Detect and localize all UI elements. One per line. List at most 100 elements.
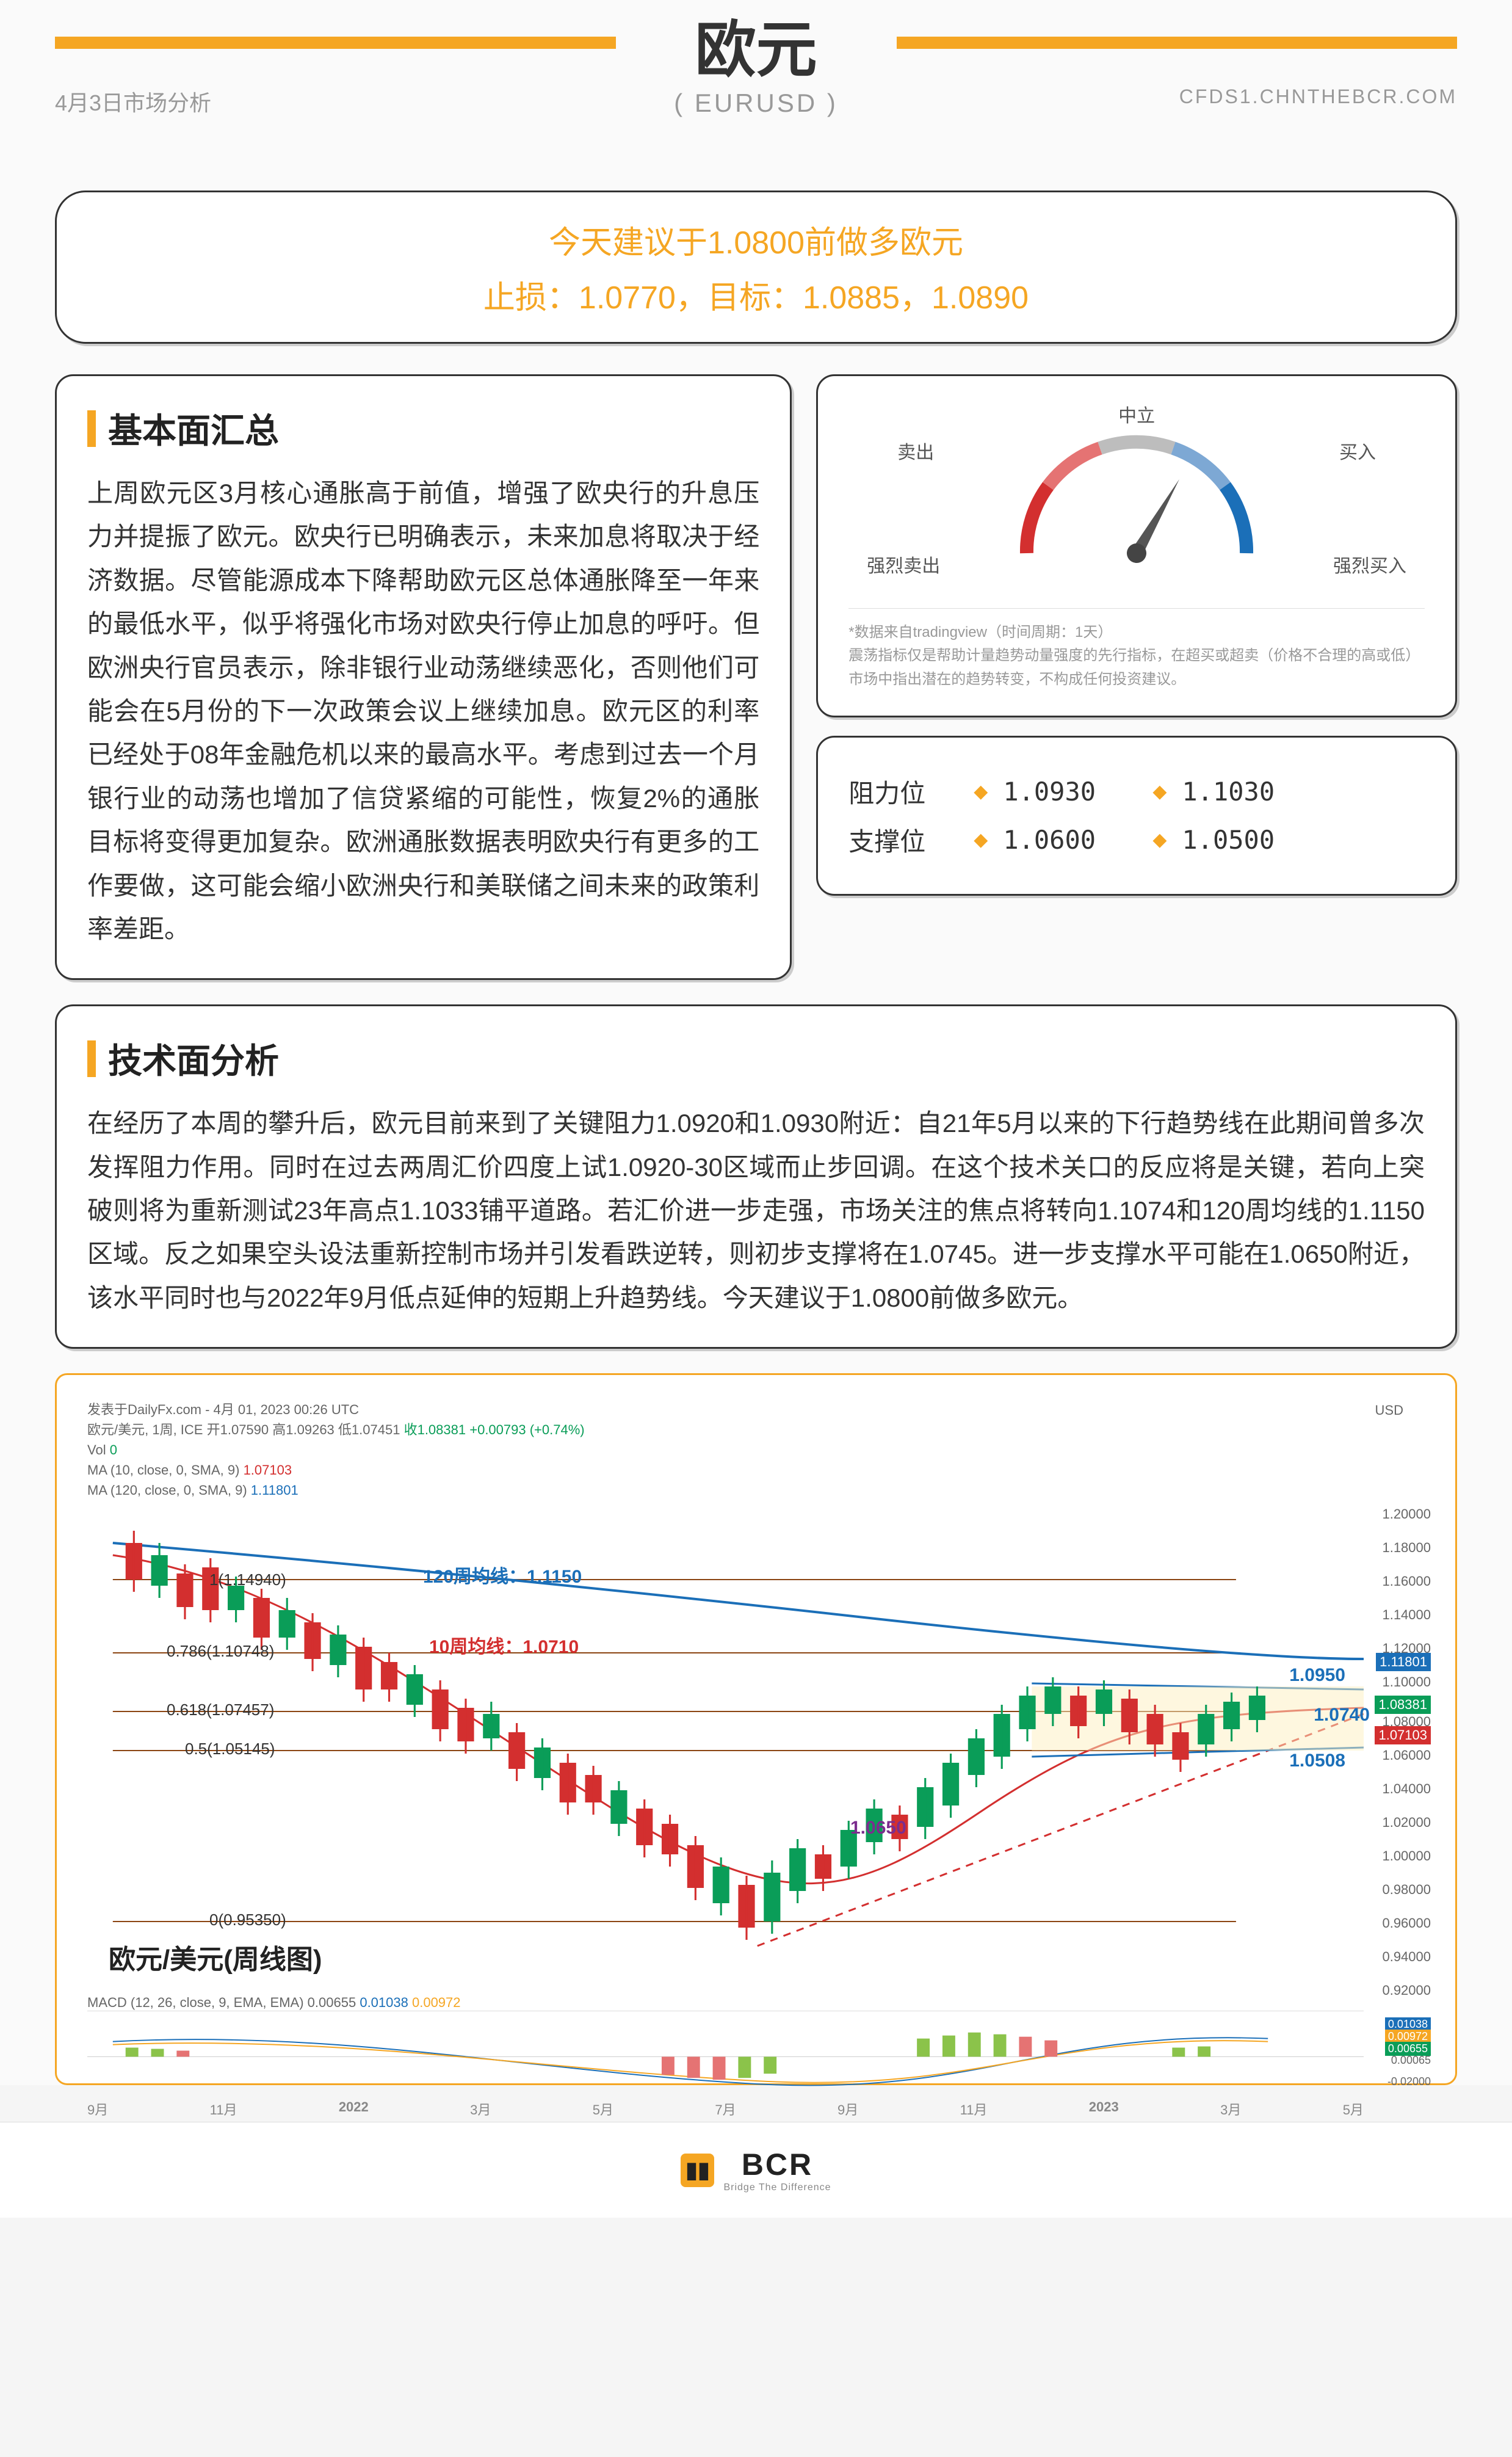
ytick-green: 1.08381 [1375, 1696, 1431, 1714]
pair-low: 低1.07451 [338, 1422, 400, 1437]
ma120-annotation: 120周均线：1.1150 [423, 1561, 582, 1588]
pair-label: 欧元/美元, 1周, ICE [87, 1422, 203, 1437]
reco-line1: 今天建议于1.0800前做多欧元 [75, 217, 1437, 263]
ma120-val: 1.11801 [251, 1483, 298, 1498]
technical-header: 技术面分析 [87, 1034, 1425, 1083]
chart-title-overlay: 欧元/美元(周线图) [109, 1937, 322, 1976]
xtick: 3月 [1220, 2099, 1241, 2119]
gauge-svg [984, 413, 1289, 584]
chart-area: 1(1.14940) 0.786(1.10748) 0.618(1.07457)… [87, 1506, 1364, 1995]
section-bar-icon [87, 1040, 96, 1077]
ytick: 0.96000 [1382, 1915, 1431, 1931]
chart-inner: 发表于DailyFx.com - 4月 01, 2023 00:26 UTC 欧… [75, 1393, 1437, 2065]
ytick: 1.16000 [1382, 1573, 1431, 1589]
levels-card: 阻力位 ◆ 1.0930 ◆ 1.1030 支撑位 ◆ 1.0600 ◆ 1.0… [816, 736, 1457, 896]
brand-tagline: Bridge The Difference [723, 2182, 831, 2193]
ytick: 0.98000 [1382, 1882, 1431, 1898]
right-column: 中立 卖出 买入 强烈卖出 强烈买入 *数据来自tradingview（时间周期… [816, 374, 1457, 980]
gauge-wrap: 中立 卖出 买入 强烈卖出 强烈买入 [848, 401, 1425, 596]
analysis-page: 4月3日市场分析 欧元 ( EURUSD ) CFDS1.CHNTHEBCR.C… [0, 0, 1512, 2085]
fib-618: 0.618(1.07457) [167, 1700, 274, 1719]
fib-1: 1(1.14940) [209, 1570, 286, 1589]
support-1: 1.0600 [1003, 825, 1137, 855]
xtick: 11月 [210, 2099, 237, 2119]
brand-name: BCR [723, 2147, 831, 2182]
xtick: 3月 [470, 2099, 491, 2119]
fib-786: 0.786(1.10748) [167, 1642, 274, 1661]
xtick: 2023 [1089, 2099, 1119, 2119]
sub-title: ( EURUSD ) [674, 89, 838, 118]
logo-icon: ▮▮ [681, 2154, 714, 2187]
gauge-strongbuy-label: 强烈买入 [1333, 551, 1406, 578]
ytick: 1.18000 [1382, 1540, 1431, 1556]
dot-icon: ◆ [974, 829, 988, 851]
two-column-row: 基本面汇总 上周欧元区3月核心通胀高于前值，增强了欧央行的升息压力并提振了欧元。… [55, 374, 1457, 980]
date-label: 4月3日市场分析 [55, 85, 211, 117]
support-2: 1.0500 [1182, 825, 1316, 855]
chart-ma10-line: MA (10, close, 0, SMA, 9) 1.07103 [87, 1460, 1425, 1480]
macd-label: MACD (12, 26, close, 9, EMA, EMA) [87, 1995, 304, 2010]
fundamentals-title: 基本面汇总 [108, 404, 279, 453]
vol-val: 0 [110, 1442, 117, 1457]
title-block: 欧元 ( EURUSD ) [656, 0, 856, 118]
technical-body: 在经历了本周的攀升后，欧元目前来到了关键阻力1.0920和1.0930附近：自2… [87, 1101, 1425, 1319]
xtick: 5月 [593, 2099, 613, 2119]
url-label: CFDS1.CHNTHEBCR.COM [1179, 85, 1457, 108]
ytick: 1.00000 [1382, 1848, 1431, 1864]
pair-close: 收1.08381 [404, 1422, 466, 1437]
ma10-label: MA (10, close, 0, SMA, 9) [87, 1462, 239, 1478]
macd-r4: 0.00065 [1391, 2054, 1431, 2067]
xtick: 2022 [339, 2099, 369, 2119]
x-axis: 9月 11月 2022 3月 5月 7月 9月 11月 2023 3月 5月 [75, 2090, 1437, 2119]
xtick: 5月 [1343, 2099, 1364, 2119]
macd-r5: -0.02000 [1387, 2075, 1431, 2088]
ytick: 1.10000 [1382, 1674, 1431, 1690]
macd-v2: 0.01038 [360, 1995, 408, 2010]
ytick-blue: 1.11801 [1376, 1653, 1431, 1671]
reco-line2: 止损：1.0770，目标：1.0885，1.0890 [75, 272, 1437, 318]
ytick: 1.02000 [1382, 1815, 1431, 1831]
pair-open: 开1.07590 [207, 1422, 269, 1437]
gauge-strongsell-label: 强烈卖出 [867, 551, 940, 578]
resistance-2: 1.1030 [1182, 777, 1316, 807]
macd-v3: 0.00972 [412, 1995, 461, 2010]
macd-meta: MACD (12, 26, close, 9, EMA, EMA) 0.0065… [75, 1995, 1437, 2011]
pair-chg: +0.00793 (+0.74%) [469, 1422, 584, 1437]
resistance-label: 阻力位 [848, 773, 958, 810]
ytick: 1.04000 [1382, 1781, 1431, 1797]
macd-chart [87, 2011, 1364, 2090]
footer: ▮▮ BCR Bridge The Difference [0, 2122, 1512, 2218]
usd-label: USD [1375, 1403, 1403, 1418]
ytick: 1.14000 [1382, 1607, 1431, 1623]
vol-label: Vol [87, 1442, 106, 1457]
logo-text-block: BCR Bridge The Difference [723, 2147, 831, 2193]
chart-pair-line: 欧元/美元, 1周, ICE 开1.07590 高1.09263 低1.0745… [87, 1420, 1425, 1440]
support-label: 支撑位 [848, 821, 958, 858]
xtick: 11月 [960, 2099, 988, 2119]
dot-icon: ◆ [974, 781, 988, 802]
recommendation-box: 今天建议于1.0800前做多欧元 止损：1.0770，目标：1.0885，1.0… [55, 191, 1457, 344]
ma10-val: 1.07103 [244, 1462, 292, 1478]
dot-icon: ◆ [1152, 829, 1167, 851]
fib-0: 0(0.95350) [209, 1911, 286, 1929]
xtick: 7月 [715, 2099, 736, 2119]
ytick: 0.94000 [1382, 1949, 1431, 1965]
main-title: 欧元 [674, 0, 838, 89]
fib-5: 0.5(1.05145) [185, 1740, 275, 1758]
ma120-label: MA (120, close, 0, SMA, 9) [87, 1483, 247, 1498]
header: 4月3日市场分析 欧元 ( EURUSD ) CFDS1.CHNTHEBCR.C… [55, 67, 1457, 117]
chart-vol-line: Vol 0 [87, 1440, 1425, 1460]
technical-title: 技术面分析 [108, 1034, 279, 1083]
ytick-red: 1.07103 [1375, 1726, 1431, 1744]
fundamentals-header: 基本面汇总 [87, 404, 759, 453]
dot-icon: ◆ [1152, 781, 1167, 802]
ytick: 0.92000 [1382, 1983, 1431, 1998]
pair-high: 高1.09263 [272, 1422, 335, 1437]
gauge-footnote: *数据来自tradingview（时间周期：1天） 震荡指标仅是帮助计量趋势动量… [848, 608, 1425, 691]
macd-area: 0.01038 0.00972 0.00655 0.00065 -0.02000 [87, 2011, 1364, 2090]
gauge-buy-label: 买入 [1339, 437, 1376, 464]
hi-annotation: 1.0950 [1289, 1665, 1345, 1686]
lo-annotation: 1.0508 [1289, 1751, 1345, 1771]
chart-source: 发表于DailyFx.com - 4月 01, 2023 00:26 UTC [87, 1399, 1425, 1420]
chart-meta: 发表于DailyFx.com - 4月 01, 2023 00:26 UTC 欧… [75, 1393, 1437, 1506]
